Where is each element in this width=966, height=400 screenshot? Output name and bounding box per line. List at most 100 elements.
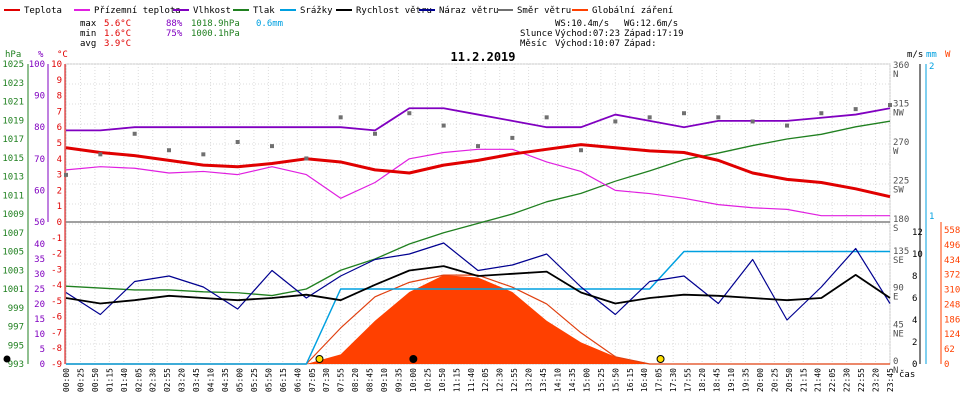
wind-direction-point: [750, 119, 755, 124]
tick-hpa: 993: [8, 360, 24, 370]
legend-label: Přízemní teplota: [94, 6, 181, 16]
grid: [65, 63, 891, 365]
tick-dir-label: N: [893, 70, 898, 80]
tick-c-left: 35: [34, 255, 45, 265]
x-tick-label: 22:05: [828, 368, 837, 392]
stat-moonrise: Východ:10:07: [555, 39, 620, 49]
tick-ms: 4: [912, 316, 917, 326]
tick-wm2: 496: [944, 241, 960, 251]
sunrise-marker: [315, 355, 324, 363]
tick-ms: 0: [912, 360, 917, 370]
unit-ms: m/s: [907, 50, 923, 60]
x-tick-label: 17:55: [684, 368, 693, 392]
tick-c-left: 25: [34, 285, 45, 295]
series-precipitation: [66, 250, 890, 365]
legend-label: Náraz větru: [439, 6, 499, 16]
stat-min-label: min: [80, 29, 96, 39]
wind-direction-point: [682, 111, 686, 116]
tick-pct: 80: [34, 123, 45, 133]
x-tick-label: 02:55: [163, 368, 172, 392]
stat-max-label: max: [80, 19, 97, 29]
tick-pct: 50: [34, 218, 45, 228]
x-tick-label: 13:45: [539, 368, 548, 392]
x-tick-label: 07:55: [337, 368, 346, 392]
x-tick-label: 02:30: [149, 368, 158, 392]
x-tick-label: 05:50: [264, 368, 273, 392]
legend-label: Globální záření: [592, 6, 673, 16]
tick-wm2: 434: [944, 256, 960, 266]
tick-c: 4: [57, 155, 62, 165]
tick-pct: 60: [34, 186, 45, 196]
stat-ws: WS:10.4m/s: [555, 19, 609, 29]
tick-wm2: 558: [944, 226, 960, 236]
x-tick-label: 03:45: [192, 368, 201, 392]
x-tick-label: 06:40: [293, 368, 302, 392]
x-tick-label: 04:35: [221, 368, 230, 392]
unit-wm2: W: [945, 50, 951, 60]
x-tick-label: 10:50: [438, 368, 447, 392]
tick-mm: 1: [929, 212, 934, 222]
legend-label: Směr větru: [517, 6, 571, 16]
legend-label: Tlak: [253, 6, 275, 16]
x-tick-label: 09:35: [394, 368, 403, 392]
x-tick-label: 17:30: [669, 368, 678, 392]
x-tick-label: 21:15: [799, 368, 808, 392]
unit-mm: mm: [926, 50, 937, 60]
wind-direction-point: [441, 123, 446, 128]
series-temperature: [65, 143, 891, 199]
x-tick-label: 18:20: [698, 368, 707, 392]
tick-dir: 135: [893, 247, 909, 257]
x-tick-label: 00:25: [76, 368, 85, 392]
axes: 1025102310211019101710151013101110091007…: [2, 60, 960, 376]
x-tick-label: 12:55: [510, 368, 519, 392]
tick-dir: 90: [893, 284, 904, 294]
legend-label: Teplota: [24, 6, 62, 16]
stat-max-press: 1018.9hPa: [191, 19, 240, 29]
tick-dir: 360: [893, 61, 909, 71]
x-tick-label: 20:00: [756, 368, 765, 392]
wind-direction-point: [716, 115, 721, 120]
x-tick-label: 19:10: [727, 368, 736, 392]
stat-max-hum: 88%: [166, 19, 183, 29]
tick-dir-label: NW: [893, 109, 904, 119]
x-tick-label: 07:30: [322, 368, 331, 392]
x-tick-label: 12:30: [496, 368, 505, 392]
chart-title: 11.2.2019: [450, 50, 515, 64]
tick-c: 9: [57, 76, 62, 86]
tick-dir-label: SW: [893, 186, 904, 196]
series-wind-speed: [65, 265, 891, 305]
stat-sunrise: Východ:07:23: [555, 29, 620, 39]
unit-time: čas: [899, 369, 915, 380]
x-tick-label: 20:50: [785, 368, 794, 392]
tick-c: -3: [51, 265, 62, 275]
tick-dir: 0: [893, 357, 898, 367]
tick-hpa: 1009: [2, 210, 24, 220]
unit-c: °C: [57, 50, 68, 60]
tick-c: -9: [51, 360, 62, 370]
tick-hpa: 1003: [2, 266, 24, 276]
tick-c: 5: [57, 139, 62, 149]
tick-pct: 100: [29, 60, 45, 70]
x-tick-label: 15:00: [582, 368, 591, 392]
stat-min-temp: 1.6°C: [104, 29, 131, 39]
tick-hpa: 999: [8, 304, 24, 314]
tick-ms: 10: [912, 250, 923, 260]
tick-c-left: 10: [34, 330, 45, 340]
tick-hpa: 1025: [2, 60, 24, 70]
tick-hpa: 1021: [2, 98, 24, 108]
tick-c-left: 30: [34, 270, 45, 280]
tick-ms: 12: [912, 228, 923, 238]
tick-hpa: 1005: [2, 248, 24, 258]
tick-hpa: 1001: [2, 285, 24, 295]
wind-direction-point: [510, 135, 515, 140]
x-tick-label: 19:35: [741, 368, 750, 392]
legend-label: Vlhkost: [193, 6, 231, 16]
tick-mm: 2: [929, 62, 934, 72]
tick-c: -7: [51, 328, 62, 338]
x-tick-label: 11:40: [467, 368, 476, 392]
stat-moonset: Západ:: [624, 39, 657, 49]
tick-dir: 180: [893, 215, 909, 225]
x-tick-label: 23:45: [886, 368, 895, 392]
series-layer: [3, 103, 892, 365]
